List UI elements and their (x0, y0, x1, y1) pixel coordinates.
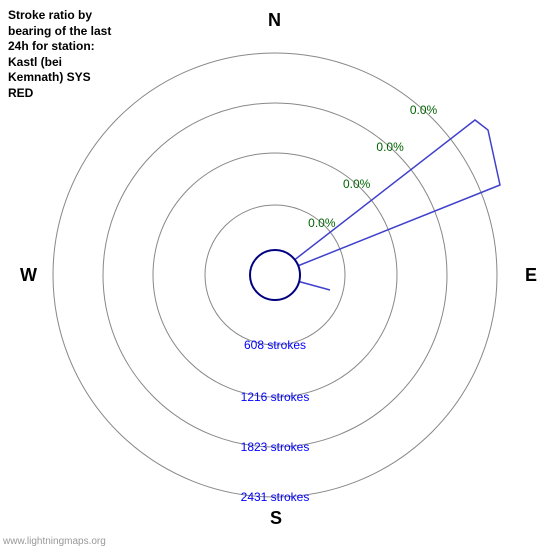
compass-s: S (270, 508, 282, 529)
compass-e: E (525, 265, 537, 286)
ring-pct-label: 0.0% (343, 177, 370, 191)
ring-stroke-label: 1823 strokes (241, 440, 310, 454)
inner-circle (250, 250, 300, 300)
ring-pct-label: 0.0% (410, 103, 437, 117)
compass-w: W (20, 265, 37, 286)
ring-stroke-label: 2431 strokes (241, 490, 310, 504)
ring-stroke-label: 1216 strokes (241, 390, 310, 404)
footer-credit: www.lightningmaps.org (3, 536, 106, 547)
ring-pct-label: 0.0% (376, 140, 403, 154)
chart-title: Stroke ratio by bearing of the last 24h … (8, 8, 118, 102)
compass-n: N (268, 10, 281, 31)
ring-stroke-label: 608 strokes (244, 338, 306, 352)
ring-pct-label: 0.0% (308, 216, 335, 230)
